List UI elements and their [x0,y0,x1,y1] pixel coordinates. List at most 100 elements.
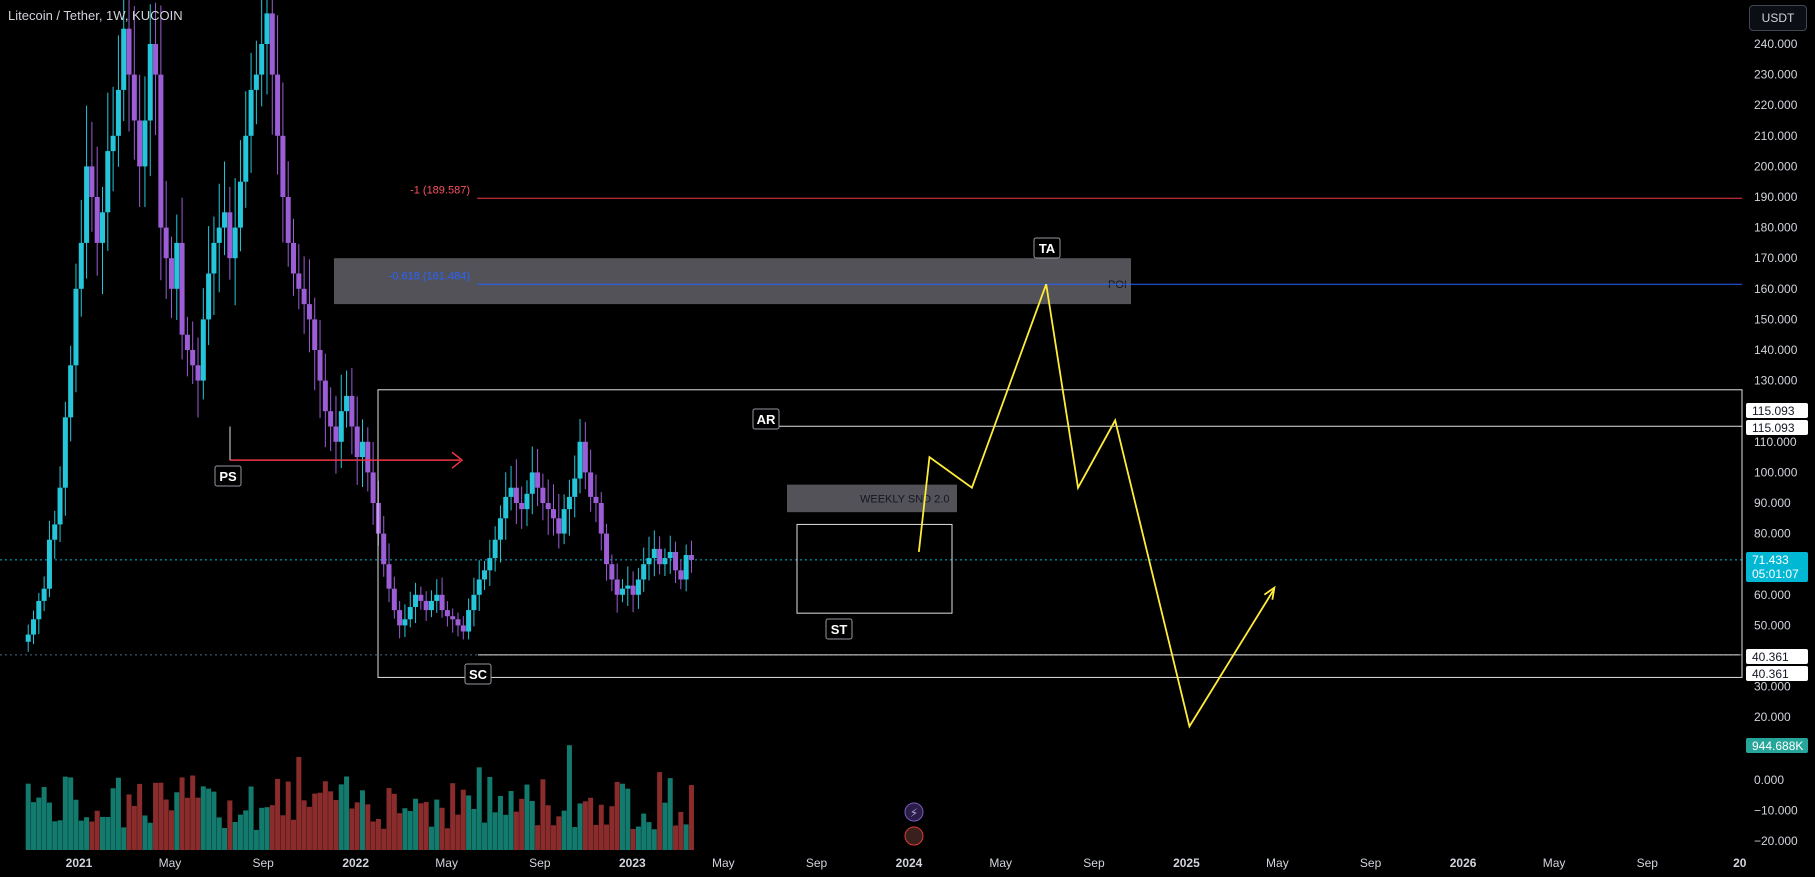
candle-body [275,74,281,136]
candle-body [519,503,525,510]
time-tick: Sep [1360,856,1382,870]
candle-body [285,197,291,243]
candle-body [678,570,684,580]
candle-body [413,594,419,608]
volume-bar [455,814,461,850]
candle-body [476,579,482,595]
snd-label: WEEKLY SND 2.0 [860,493,949,505]
volume-bar [439,807,445,850]
candle-body [513,487,519,503]
volume-bar [84,817,90,850]
volume-bar [561,810,567,850]
volume-bar [651,829,657,850]
volume-bar [641,813,647,850]
price-tick: 150.000 [1754,312,1798,326]
candle-body [428,600,434,611]
candle-body [190,350,196,366]
price-tick: 30.000 [1754,680,1791,694]
volume-bar [206,788,212,850]
volume-bar [413,798,419,850]
candle-body [471,594,477,611]
candle-body [291,242,297,274]
candle-body [94,197,100,243]
currency-button[interactable]: USDT [1749,5,1807,31]
volume-bar [354,802,360,850]
candle-body [604,533,610,565]
price-axis[interactable]: 240.000 230.000 220.000 210.000 200.000 190.0… [1746,37,1808,848]
marker-40-b: 40.361 [1752,667,1789,681]
candle-body [439,594,445,611]
volume-bar [237,814,243,850]
volume-bar [190,775,196,850]
time-tick: 2025 [1173,856,1200,870]
volume-bar [36,797,42,850]
volume-bar [503,814,509,850]
candle-body [52,524,58,540]
volume-bar [619,783,625,850]
candle-body [359,441,365,458]
volume-bar [99,816,105,850]
volume-bar [683,824,689,850]
candle-body [561,509,567,534]
volume-badge: 944.688K [1752,739,1803,753]
projection-path [917,283,1276,729]
volume-bar [471,808,477,850]
annotations: -1 (189.587) -0.618 (161.484) PS SC AR ST TA ⚡ [214,184,1743,846]
price-tick: 210.000 [1754,129,1798,143]
volume-bar [519,798,525,850]
symbol-title: Litecoin / Tether, 1W, KUCOIN [8,8,183,23]
candle-body [264,13,270,44]
snd-zone [787,484,957,513]
candle-body [630,585,636,595]
volume-bar [338,784,344,850]
volume-bar [386,788,392,850]
volume-bar [312,793,318,850]
candle-body [688,555,694,560]
volume-bar [545,805,551,850]
ps-arrow-head [451,451,464,469]
candle-body [142,120,148,167]
sc-label-box [464,663,492,685]
candle-body [78,242,84,289]
price-tick: 50.000 [1754,618,1791,632]
time-tick: Sep [1637,856,1659,870]
volume-bar [264,807,270,850]
volume-bar [126,794,132,850]
volume-bar [513,811,519,850]
volume-bar [153,782,159,850]
volume-bar [588,797,594,850]
candle-body [46,539,52,589]
volume-bar [184,797,190,850]
volume-bar [635,826,641,850]
candle-body [237,181,243,228]
st-label-box [825,618,853,640]
candle-body [232,227,238,259]
candle-body [354,426,360,458]
price-tick: 60.000 [1754,588,1791,602]
volume-bar [566,745,572,850]
volume-bar [657,772,663,850]
volume-bar [428,826,434,850]
candle-body [503,496,509,519]
ps-label-box [214,465,242,487]
volume-bar [609,806,615,850]
time-axis[interactable]: 2021 May Sep 2022 May Sep 2023 May Sep 2024 May Sep… [66,856,1747,870]
candle-body [216,227,222,243]
candle-body [68,365,74,418]
volume-bar [68,777,74,850]
candle-body [614,579,620,595]
candle-body [222,212,228,228]
volume-bar [678,811,684,850]
st-box [796,523,953,614]
candle-body [349,395,355,427]
candle-body [566,496,572,510]
volume-bar [614,781,620,850]
price-tick: −20.000 [1754,834,1798,848]
price-tick: 90.000 [1754,496,1791,510]
volume-bar [524,784,530,850]
volume-bar [52,821,58,850]
candle-body [296,273,302,289]
candle-body [179,242,185,335]
candle-body [301,288,307,305]
